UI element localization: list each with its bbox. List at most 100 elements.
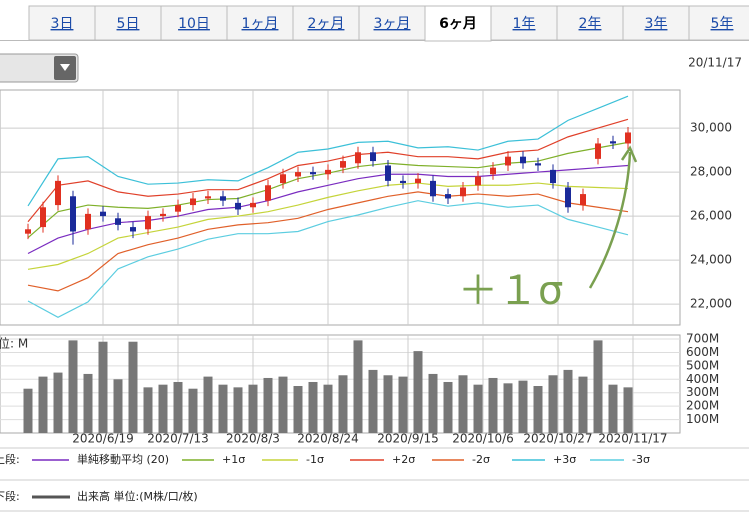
legend-label: -1σ [306, 453, 324, 466]
tab-label[interactable]: 3年 [645, 16, 668, 32]
candle-body [70, 196, 76, 232]
candle-body [145, 216, 151, 230]
tab-label[interactable]: 3ヶ月 [374, 16, 411, 32]
band-line [27, 182, 629, 270]
volume-bar [143, 387, 153, 433]
volume-bar [473, 384, 483, 433]
volume-bar [248, 384, 258, 433]
plot: 22,000 24,000 26,000 28,000 30,000 100M200M30… [0, 90, 732, 446]
candle-body [625, 132, 631, 144]
volume-bar [203, 376, 213, 433]
candle-body [445, 194, 451, 199]
legend-lower-label: 下段: [0, 489, 20, 503]
candle-body [475, 176, 481, 186]
volume-bar [353, 340, 363, 433]
tab[interactable] [490, 5, 558, 41]
candle-body [265, 185, 271, 201]
volume-bar [488, 377, 498, 433]
tab[interactable] [358, 5, 426, 41]
tab-label[interactable]: 2年 [579, 16, 602, 32]
x-tick-label: 2020/7/13 [147, 432, 209, 446]
y-tick-label: 28,000 [690, 165, 732, 179]
candle-body [250, 202, 256, 208]
volume-bar [83, 373, 93, 433]
y-tick-label: 600M [686, 345, 719, 359]
annotation-arrow [588, 151, 632, 289]
y-tick-label: 400M [686, 372, 719, 386]
candle-body [355, 152, 361, 164]
y-tick-label: 24,000 [690, 253, 732, 267]
candle-body [40, 207, 46, 228]
candle-body [85, 213, 91, 230]
candle-body [295, 172, 301, 177]
candle-body [565, 187, 571, 208]
tab-label[interactable]: 5日 [117, 16, 140, 32]
legend-label: -3σ [632, 453, 650, 466]
y-tick-label: 700M [686, 332, 719, 346]
candle-body [130, 227, 136, 232]
volume-bar [563, 369, 573, 433]
y-tick-label: 500M [686, 358, 719, 372]
candle-body [490, 167, 496, 175]
volume-bar [308, 381, 318, 433]
candle-body [505, 156, 511, 166]
volume-bar [278, 376, 288, 433]
candle-body [370, 152, 376, 162]
volume-bar [128, 341, 138, 433]
annotation: ＋１σ [458, 268, 563, 314]
y-tick-label: 100M [686, 412, 719, 426]
tab[interactable] [688, 5, 749, 41]
volume-bar [173, 381, 183, 433]
band-line [27, 200, 629, 318]
candle-body [520, 156, 526, 164]
tab-label[interactable]: 5年 [711, 16, 734, 32]
candle-body [25, 229, 31, 234]
candle-body [430, 180, 436, 197]
candle-body [400, 180, 406, 184]
volume-bar [218, 384, 228, 433]
tab-label[interactable]: 2ヶ月 [308, 16, 345, 32]
legend-label: +3σ [553, 453, 576, 466]
volume-bar [68, 340, 78, 433]
volume-bar [263, 377, 273, 433]
x-tick-label: 2020/9/15 [377, 432, 439, 446]
tab[interactable] [160, 5, 228, 41]
tab-label[interactable]: 6ヶ月 [439, 16, 477, 32]
tab-label[interactable]: 10日 [178, 16, 210, 32]
candle-body [100, 211, 106, 217]
y-tick-label: 30,000 [690, 121, 732, 135]
volume-bar [413, 351, 423, 433]
band-line [27, 164, 629, 255]
volume-bar [113, 379, 123, 433]
volume-bar [428, 373, 438, 433]
candle-body [550, 169, 556, 184]
tab-selected[interactable] [424, 5, 492, 42]
candle-body [580, 194, 586, 206]
tab[interactable] [226, 5, 294, 41]
band-line [27, 118, 629, 223]
band-line [27, 95, 629, 207]
tab-label[interactable]: 1ヶ月 [242, 16, 279, 32]
volume-bar [443, 381, 453, 433]
band-line [27, 191, 629, 292]
tab-label[interactable]: 1年 [513, 16, 536, 32]
volume-bar [548, 375, 558, 433]
tab[interactable] [622, 5, 690, 41]
candle-body [220, 196, 226, 201]
volume-bar [608, 384, 618, 433]
x-tick-label: 2020/10/27 [523, 432, 592, 446]
candle-body [55, 180, 61, 206]
candle-body [340, 161, 346, 168]
candle-body [205, 196, 211, 199]
tab[interactable] [28, 5, 96, 41]
dropdown[interactable] [0, 53, 79, 83]
x-tick-label: 2020/6/19 [72, 432, 134, 446]
y-tick-label: 300M [686, 385, 719, 399]
tab-label[interactable]: 3日 [51, 16, 74, 32]
tab[interactable] [556, 5, 624, 41]
volume-bar [398, 376, 408, 433]
candle-body [160, 213, 166, 217]
volume-bar [503, 383, 513, 433]
candle-body [115, 218, 121, 225]
volume-bar [98, 341, 108, 433]
